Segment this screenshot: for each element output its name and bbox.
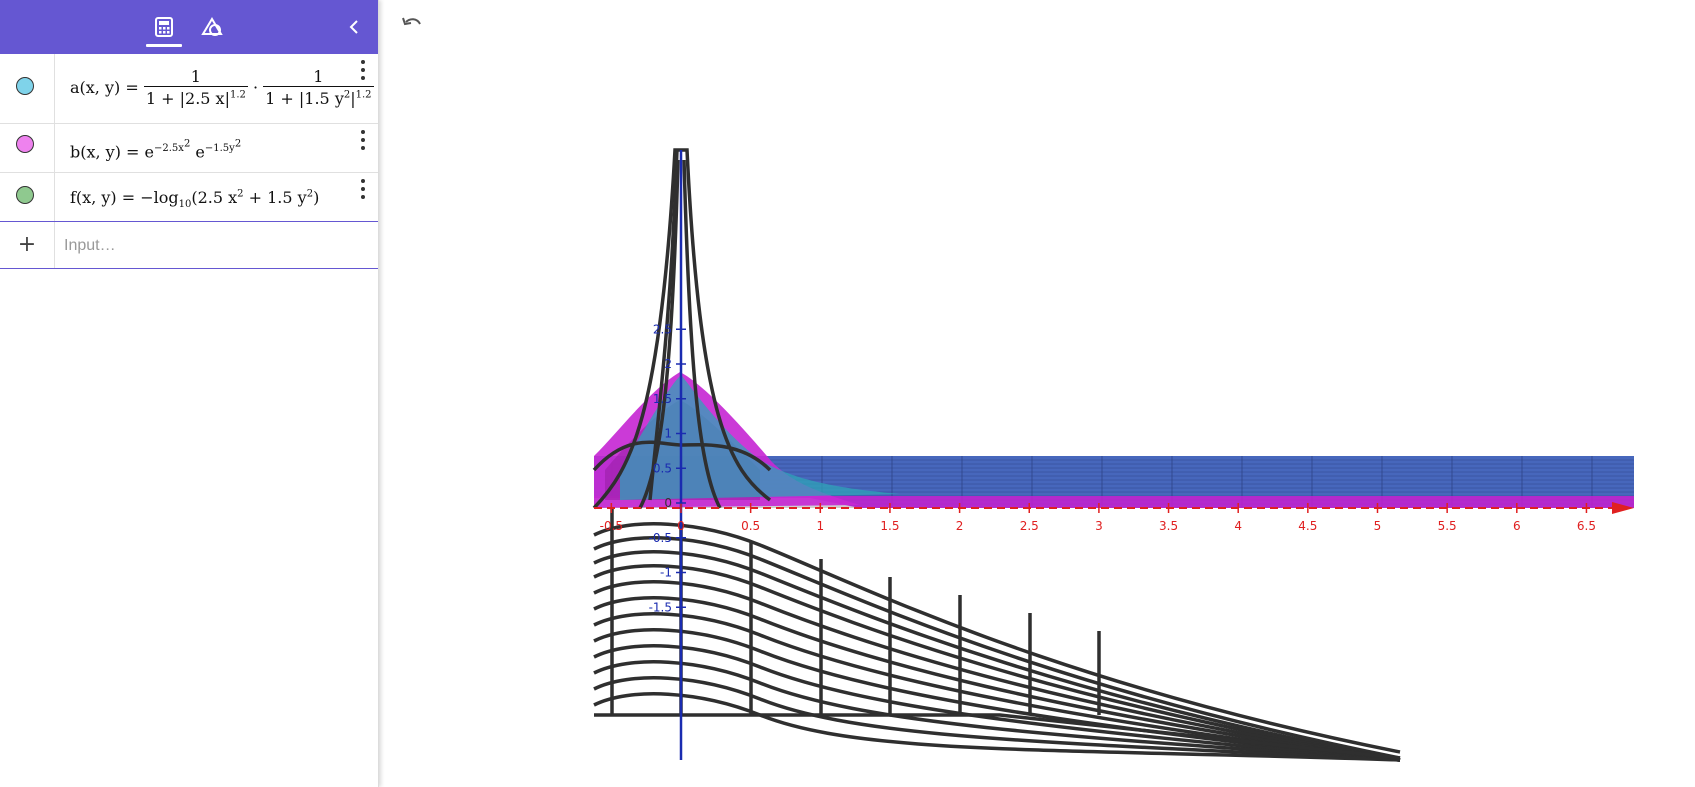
z-tick-label: 0 (664, 496, 672, 510)
z-tick-label: 1 (664, 427, 672, 441)
undo-icon[interactable] (400, 14, 428, 38)
mesh-curve (593, 522, 1401, 754)
x-tick-label: 2 (956, 519, 964, 533)
x-tick-label: 5.5 (1438, 519, 1457, 533)
visibility-toggle-a[interactable] (16, 77, 34, 95)
expression-b-lhs: b(x, y) (70, 142, 121, 162)
z-tick-label: 1.5 (653, 392, 672, 406)
x-axis-ticks: -0.5 0 0.5 1 1.5 2 2.5 3 3.5 4 4.5 5 5.5 6 6.5 (600, 503, 1596, 533)
panel-toolbar (0, 0, 378, 54)
expression-a-lhs: a(x, y) (70, 78, 121, 97)
mesh-curve (593, 580, 1401, 762)
x-tick-label: 3 (1095, 519, 1103, 533)
x-tick-label: 2.5 (1020, 519, 1039, 533)
mesh-curve (593, 676, 1401, 762)
z-tick-label: -1.5 (649, 600, 672, 614)
spike-curve (682, 159, 722, 509)
row-gutter (0, 173, 55, 221)
x-tick-label: 0.5 (741, 519, 760, 533)
x-tick-label: 0 (677, 519, 685, 533)
mesh-curve (593, 550, 1401, 762)
shapes-icon[interactable] (194, 10, 230, 44)
calculator-icon[interactable] (146, 10, 182, 47)
expression-f[interactable]: f(x, y) = −log10(2.5 x2 + 1.5 y2) (70, 188, 320, 211)
spike-curve (638, 159, 680, 509)
z-axis-ticks: 2.5 2 1.5 1 0.5 0 -0.5 -1 -1.5 (649, 322, 686, 614)
more-options-f[interactable] (356, 179, 370, 199)
mesh-curve (593, 564, 1401, 762)
mesh-curve (593, 536, 1401, 760)
chevron-left-icon[interactable] (336, 10, 372, 44)
mesh-curve (594, 713, 1401, 760)
plus-icon[interactable]: + (17, 232, 37, 257)
more-options-b[interactable] (356, 130, 370, 150)
z-tick-label: -1 (660, 566, 672, 580)
mesh-curve (593, 596, 1401, 762)
input-row[interactable]: + (0, 221, 378, 270)
surface-a-bump (620, 375, 900, 500)
row-gutter (0, 124, 55, 172)
z-tick-label: 0.5 (653, 461, 672, 475)
expression-b[interactable]: b(x, y) = e−2.5x2 e−1.5y2 (70, 139, 242, 162)
mesh-curve (593, 644, 1401, 762)
row-gutter (0, 54, 55, 123)
surface-f-mesh (593, 505, 1401, 762)
z-tick-label: 2 (664, 357, 672, 371)
visibility-toggle-b[interactable] (16, 135, 34, 153)
x-tick-label: 1 (816, 519, 824, 533)
expression-row-f[interactable]: f(x, y) = −log10(2.5 x2 + 1.5 y2) (0, 173, 378, 221)
z-tick-label: 2.5 (653, 322, 672, 336)
x-tick-label: 4 (1234, 519, 1242, 533)
x-tick-label: 5 (1374, 519, 1382, 533)
x-tick-label: 4.5 (1298, 519, 1317, 533)
spike-curve (648, 149, 679, 501)
expression-f-lhs: f(x, y) (70, 188, 117, 207)
expression-row-b[interactable]: b(x, y) = e−2.5x2 e−1.5y2 (0, 124, 378, 173)
x-axis-arrow (1612, 502, 1634, 514)
x-tick-label: 1.5 (880, 519, 899, 533)
mesh-curve (593, 660, 1401, 762)
input-bar[interactable] (62, 222, 366, 270)
more-options-a[interactable] (356, 60, 370, 80)
mesh-curve (593, 692, 1401, 762)
x-tick-label: 6.5 (1577, 519, 1596, 533)
x-tick-label: 3.5 (1159, 519, 1178, 533)
z-tick-label: -0.5 (649, 531, 672, 545)
x-tick-label: -0.5 (600, 519, 623, 533)
visibility-toggle-f[interactable] (16, 186, 34, 204)
add-gutter: + (0, 222, 55, 268)
mesh-curve (593, 612, 1401, 762)
x-tick-label: 6 (1513, 519, 1521, 533)
